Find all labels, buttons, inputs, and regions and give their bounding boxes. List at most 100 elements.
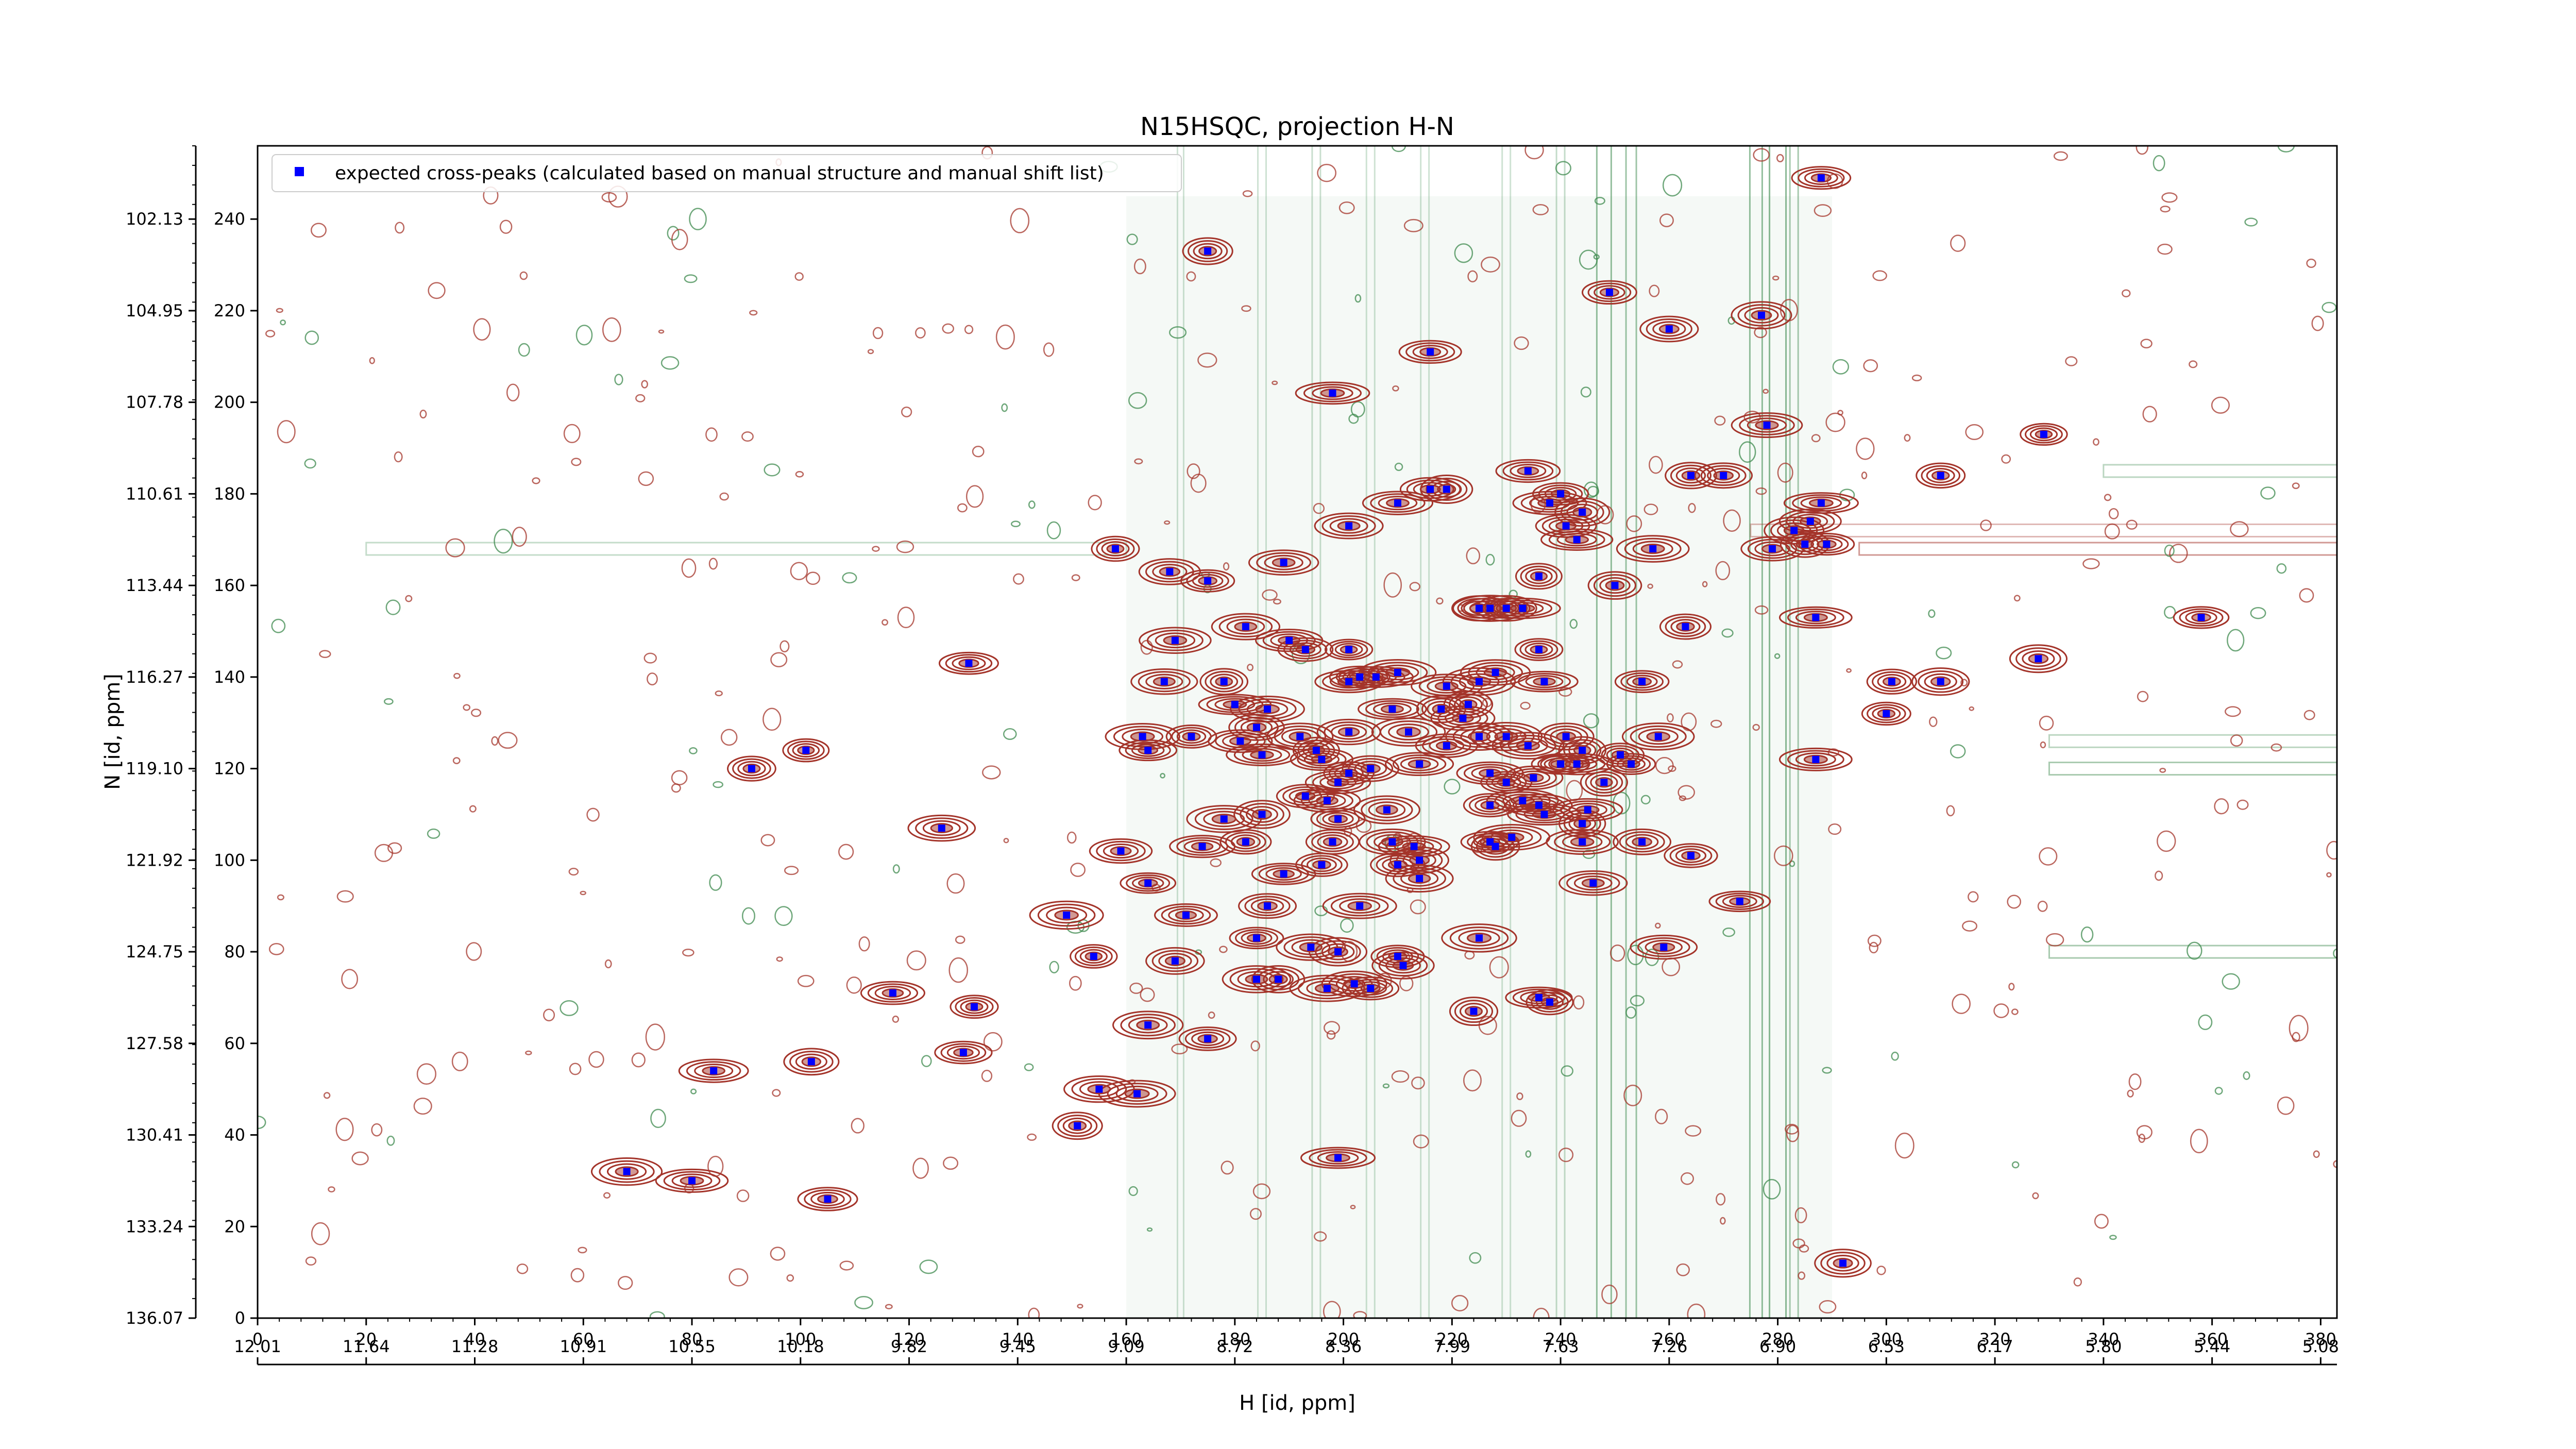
ppm-x-tick-label: 10.91 — [560, 1337, 607, 1356]
peak-contour — [1507, 803, 1582, 826]
cross-peak — [1342, 976, 1400, 1001]
cross-peak — [1145, 947, 1205, 975]
y-tick-label: 180 — [214, 484, 245, 503]
y-tick-label: 200 — [214, 393, 245, 412]
noise-contour — [690, 1088, 697, 1094]
cross-peak — [1526, 989, 1574, 1016]
cross-peak-marker — [1540, 678, 1548, 685]
cross-peak-marker — [1394, 499, 1401, 507]
peak-contour — [2179, 608, 2224, 627]
peak-contour — [1096, 538, 1135, 560]
ppm-x-tick-label: 6.53 — [1868, 1337, 1905, 1356]
peak-contour — [1229, 926, 1284, 950]
cross-peak-marker — [1649, 545, 1657, 553]
peak-contour — [1316, 810, 1360, 828]
noise-contour — [1739, 441, 1756, 463]
peak-contour — [1514, 638, 1564, 661]
noise-contour — [2169, 544, 2188, 563]
cross-peak-marker — [1524, 467, 1532, 475]
noise-contour — [872, 327, 884, 340]
cross-peak-marker — [1182, 911, 1190, 919]
noise-contour — [1798, 1271, 1806, 1280]
peak-contour — [1492, 732, 1565, 760]
peak-contour — [1484, 597, 1561, 619]
peak-contour — [1342, 976, 1400, 1001]
peak-contour — [1385, 752, 1454, 777]
noise-contour — [2136, 146, 2148, 155]
x-tick-label: 60 — [573, 1329, 594, 1349]
noise-contour — [1786, 1124, 1800, 1142]
peak-contour — [1374, 834, 1411, 850]
ppm-y-tick-label: 107.78 — [126, 393, 183, 412]
noise-contour — [1662, 174, 1683, 197]
ppm-y-tick-label: 127.58 — [126, 1034, 183, 1053]
peak-contour — [1367, 662, 1428, 683]
peak-contour — [2015, 647, 2061, 670]
peak-contour — [1921, 465, 1960, 486]
noise-contour — [1774, 653, 1781, 659]
peak-contour — [1295, 381, 1370, 405]
peak-contour — [1619, 831, 1665, 853]
noise-contour — [570, 1268, 585, 1283]
cross-peak-marker — [1095, 1085, 1103, 1093]
peak-contour — [1493, 599, 1553, 617]
y-tick-label: 60 — [224, 1034, 245, 1053]
noise-contour — [328, 1186, 335, 1193]
peak-contour — [1590, 774, 1618, 791]
noise-contour — [383, 698, 394, 705]
legend-entry-label: expected cross-peaks (calculated based o… — [335, 163, 1104, 184]
peak-contour — [1178, 1026, 1237, 1051]
cross-peak — [1411, 673, 1483, 699]
peak-contour — [2173, 606, 2230, 629]
peak-contour — [1225, 832, 1266, 852]
cross-peak-marker — [1367, 765, 1375, 772]
cross-peak-marker — [1139, 733, 1146, 740]
cross-peak — [1229, 926, 1284, 950]
peak-contour — [1283, 639, 1328, 660]
peak-contour — [1872, 671, 1912, 692]
noise-contour — [709, 874, 722, 891]
noise-contour — [741, 907, 755, 925]
cross-peak-marker — [1345, 769, 1353, 777]
noise-contour — [641, 380, 648, 389]
cross-peak — [1248, 549, 1319, 576]
noise-contour — [1354, 294, 1362, 303]
peak-contour — [1103, 843, 1139, 859]
x-tick-label: 200 — [1328, 1329, 1359, 1349]
peak-contour — [1098, 1080, 1176, 1108]
peak-contour — [1329, 641, 1368, 659]
peak-contour — [1587, 571, 1642, 600]
peak-contour — [1386, 837, 1443, 856]
peak-contour — [1437, 708, 1488, 729]
peak-contour — [1502, 794, 1543, 808]
peak-contour — [1262, 631, 1316, 650]
peak-contour — [1324, 638, 1374, 661]
peak-contour — [945, 654, 993, 673]
peak-contour — [1867, 704, 1906, 723]
peak-contour — [1315, 940, 1361, 964]
noise-contour — [1723, 509, 1741, 532]
noise-contour — [1324, 1021, 1340, 1035]
cross-peak-marker — [1573, 760, 1581, 768]
peak-contour — [1626, 675, 1658, 689]
peak-contour — [2025, 425, 2063, 444]
noise-contour — [689, 208, 707, 230]
cross-peak-marker — [1579, 747, 1586, 754]
peak-contour — [1211, 613, 1281, 641]
ppm-x-tick-label: 5.44 — [2194, 1337, 2230, 1356]
cross-peak — [1300, 1147, 1376, 1169]
noise-contour — [1024, 1063, 1034, 1071]
peak-contour — [1776, 522, 1811, 539]
cross-peak-marker — [1264, 902, 1272, 910]
cross-peak — [1484, 597, 1561, 619]
noise-contour — [689, 747, 698, 754]
noise-contour — [2260, 486, 2276, 500]
noise-contour — [1444, 779, 1461, 795]
peak-contour — [1398, 340, 1462, 364]
noise-contour — [1027, 1133, 1037, 1141]
cross-peak-marker — [1329, 389, 1336, 397]
peak-contour — [1210, 673, 1239, 690]
green-streak-vertical — [1789, 146, 1799, 1318]
cross-peak-marker — [1312, 747, 1320, 754]
